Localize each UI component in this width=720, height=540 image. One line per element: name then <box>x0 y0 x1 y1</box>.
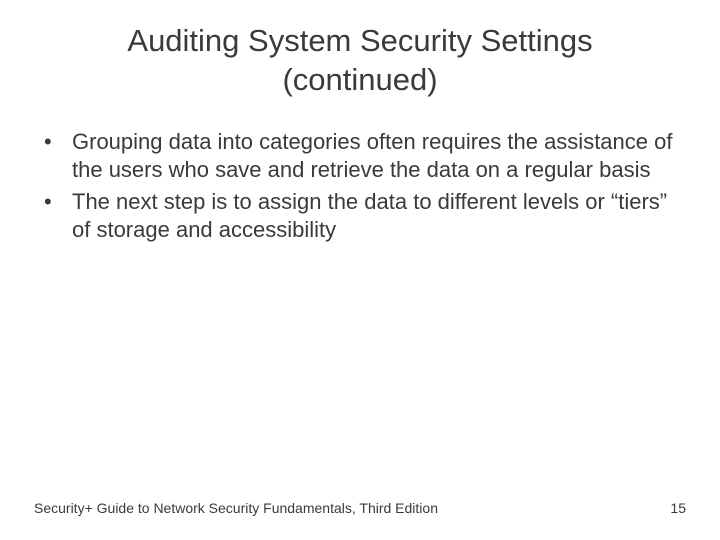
title-line-1: Auditing System Security Settings <box>127 23 592 58</box>
bullet-text: Grouping data into categories often requ… <box>72 129 672 182</box>
slide: Auditing System Security Settings (conti… <box>0 0 720 540</box>
bullet-list: Grouping data into categories often requ… <box>40 128 680 245</box>
list-item: The next step is to assign the data to d… <box>40 188 680 244</box>
slide-title: Auditing System Security Settings (conti… <box>0 0 720 100</box>
list-item: Grouping data into categories often requ… <box>40 128 680 184</box>
bullet-text: The next step is to assign the data to d… <box>72 189 667 242</box>
slide-body: Grouping data into categories often requ… <box>0 100 720 245</box>
title-line-2: (continued) <box>282 62 437 97</box>
page-number: 15 <box>670 500 686 516</box>
footer-text: Security+ Guide to Network Security Fund… <box>34 500 438 516</box>
